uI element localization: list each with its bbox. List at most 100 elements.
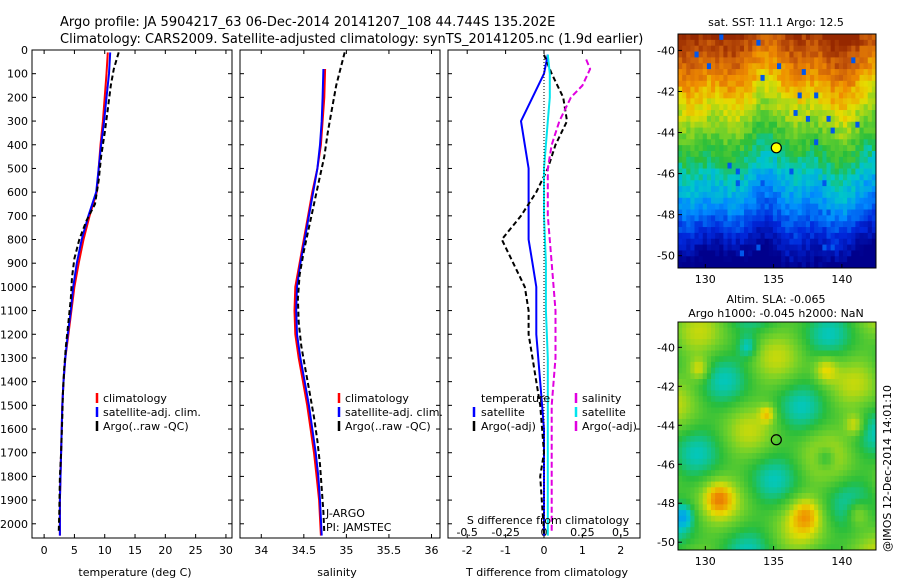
map-cell: [678, 350, 683, 357]
map-cell: [805, 396, 811, 403]
map-cell: [760, 180, 766, 187]
map-cell: [789, 127, 794, 134]
map-cell: [814, 92, 819, 99]
map-cell: [731, 350, 737, 357]
map-cell: [789, 356, 794, 363]
map-cell: [752, 168, 757, 175]
map-cell: [781, 151, 786, 158]
map-cell: [764, 250, 770, 257]
map-cell: [818, 464, 823, 471]
map-cell: [723, 256, 728, 263]
map-cell: [826, 322, 832, 329]
map-cell: [867, 39, 873, 47]
map-cell: [838, 45, 844, 52]
map-cell: [739, 487, 745, 494]
map-cell: [678, 63, 683, 70]
map-cell: [764, 115, 770, 123]
map-cell: [715, 168, 720, 175]
map-cell: [760, 453, 766, 460]
map-cell: [851, 34, 856, 41]
map-cell: [781, 57, 786, 64]
map-cell: [768, 504, 774, 511]
map-cell: [678, 538, 683, 545]
map-cell: [768, 156, 774, 164]
map-cell: [863, 464, 869, 471]
map-cell: [793, 515, 799, 522]
map-cell: [686, 504, 691, 511]
map-cell: [735, 151, 741, 158]
map-cell: [830, 538, 836, 545]
map-cell: [690, 418, 695, 425]
map-cell: [735, 430, 741, 437]
map-cell: [748, 333, 753, 340]
map-cell: [838, 470, 844, 477]
map-cell: [752, 527, 757, 534]
map-cell: [781, 350, 786, 357]
map-cell: [797, 458, 803, 465]
map-cell: [731, 92, 737, 99]
map-cell: [805, 413, 811, 420]
map-cell: [690, 413, 695, 420]
map-cell: [748, 186, 753, 193]
map-cell: [867, 498, 873, 505]
map-cell: [855, 544, 860, 551]
map-cell: [727, 156, 733, 164]
map-cell: [719, 515, 724, 522]
map-cell: [801, 379, 807, 386]
map-cell: [781, 430, 786, 437]
map-cell: [793, 339, 799, 346]
map-cell: [810, 475, 815, 482]
map-cell: [838, 373, 844, 380]
map-cell: [855, 262, 860, 269]
map-cell: [711, 464, 716, 471]
map-cell: [855, 367, 860, 374]
map-cell: [682, 151, 687, 158]
map-cell: [810, 333, 815, 340]
map-cell: [871, 133, 877, 140]
map-cell: [822, 453, 827, 460]
map-cell: [735, 498, 741, 505]
map-cell: [834, 238, 840, 245]
map-cell: [686, 34, 691, 41]
map-cell: [678, 34, 683, 41]
map-cell: [810, 396, 815, 403]
map-cell: [760, 63, 766, 70]
map-cell: [826, 356, 832, 363]
map-cell: [781, 186, 786, 193]
map-cell: [789, 104, 794, 111]
map-cell: [847, 104, 852, 111]
map-cell: [855, 504, 860, 511]
map-cell: [678, 221, 683, 228]
map-cell: [810, 322, 815, 329]
map-cell: [830, 379, 836, 386]
map-cell: [793, 447, 799, 454]
map-cell: [719, 521, 724, 528]
map-cell: [797, 256, 803, 263]
map-cell: [731, 418, 737, 425]
map-cell: [711, 344, 716, 351]
map-cell: [706, 464, 712, 471]
map-cell: [706, 544, 712, 551]
map-cell: [772, 339, 778, 346]
map-cell: [785, 424, 790, 431]
map-cell: [768, 209, 774, 216]
map-cell: [871, 481, 877, 488]
map-cell: [847, 127, 852, 134]
map-cell: [764, 80, 770, 88]
map-cell: [822, 186, 827, 193]
map-cell: [735, 133, 741, 140]
map-cell: [859, 174, 865, 181]
map-cell: [772, 250, 778, 257]
map-cell: [859, 86, 865, 93]
map-cell: [760, 115, 766, 123]
map-cell: [781, 238, 786, 245]
map-cell: [843, 396, 848, 403]
map-cell: [797, 430, 803, 437]
map-cell: [760, 250, 766, 257]
map-cell: [830, 238, 836, 245]
map-cell: [863, 401, 869, 408]
map-cell: [843, 51, 848, 58]
map-cell: [686, 45, 691, 52]
map-cell: [727, 209, 733, 216]
map-cell: [805, 538, 811, 545]
